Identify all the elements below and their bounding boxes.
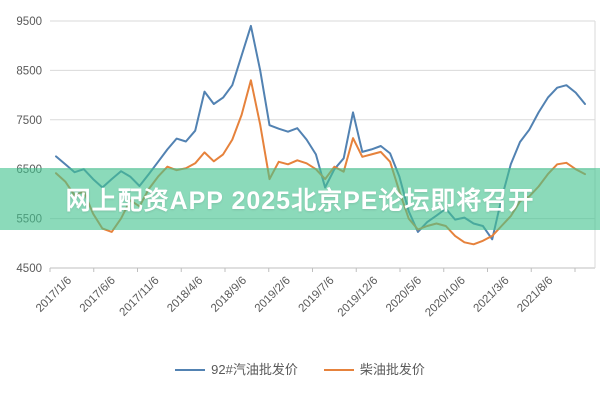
watermark-text: 网上配资APP 2025北京PE论坛即将召开 [65, 187, 535, 215]
y-tick-label: 9500 [16, 16, 42, 28]
legend-label-diesel: 柴油批发价 [359, 362, 425, 377]
diesel-line-swatch [323, 369, 354, 371]
gasoline-line-swatch [175, 369, 206, 371]
x-tick-label: 2021/8/6 [515, 275, 555, 315]
axes [49, 21, 596, 272]
x-tick-label: 2020/10/6 [423, 275, 468, 320]
chart-legend: 92#汽油批发价 柴油批发价 [0, 361, 600, 379]
x-tick-label: 2020/5/6 [384, 275, 424, 315]
y-tick-label: 8500 [16, 65, 42, 77]
x-tick-label: 2019/12/6 [336, 275, 381, 320]
x-tick-label: 2017/6/6 [78, 275, 118, 315]
x-tick-label: 2017/11/6 [118, 275, 162, 319]
y-tick-label: 7500 [16, 115, 42, 127]
x-tick-label: 2019/7/6 [296, 275, 336, 315]
legend-item-gasoline: 92#汽油批发价 [175, 361, 298, 379]
x-tick-label: 2018/4/6 [165, 275, 205, 315]
y-tick-label: 4500 [16, 263, 42, 275]
x-tick-label: 2021/3/6 [471, 275, 511, 315]
x-tick-label: 2017/1/6 [34, 275, 74, 315]
watermark-banner: 网上配资APP 2025北京PE论坛即将召开 [0, 168, 600, 230]
x-tick-label: 2019/2/6 [253, 275, 293, 315]
legend-label-gasoline: 92#汽油批发价 [211, 362, 298, 377]
x-tick-label: 2018/9/6 [209, 275, 249, 315]
legend-item-diesel: 柴油批发价 [323, 361, 425, 379]
x-axis-labels: 2017/1/6 2017/6/6 2017/11/6 2018/4/6 2018/9/… [34, 275, 555, 320]
y-axis-labels: 450055006500750085009500 [16, 16, 42, 275]
